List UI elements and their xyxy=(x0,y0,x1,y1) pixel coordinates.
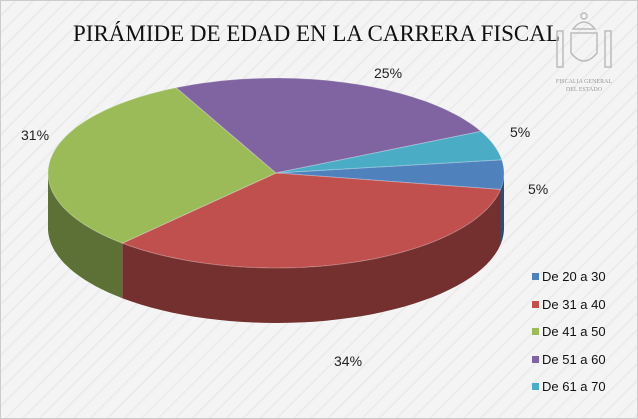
legend-item: De 41 a 50 xyxy=(532,318,606,346)
legend-item: De 51 a 60 xyxy=(532,346,606,374)
legend-swatch xyxy=(532,328,539,336)
pie-slice-de-20-a-30 xyxy=(275,159,505,191)
crest-icon xyxy=(556,12,612,68)
logo-line1: FISCALIA GENERAL xyxy=(555,79,613,85)
legend-label: De 31 a 40 xyxy=(542,296,606,312)
pie-slice-de-61-a-70 xyxy=(275,130,503,174)
coat-of-arms-logo: FISCALIA GENERAL DEL ESTADO xyxy=(549,11,619,99)
pie-side-1 xyxy=(122,189,501,323)
logo-line2: DEL ESTADO xyxy=(565,87,603,93)
legend-item: De 20 a 30 xyxy=(532,263,606,291)
pie-slice-de-31-a-40 xyxy=(120,172,502,269)
data-label-2: 31% xyxy=(21,127,50,143)
legend-label: De 41 a 50 xyxy=(542,324,606,340)
legend: De 20 a 30 De 31 a 40 De 41 a 50 De 51 a 60… xyxy=(532,263,606,401)
chart-title: PIRÁMIDE DE EDAD EN LA CARRERA FISCAL xyxy=(73,21,560,46)
legend-item: De 61 a 70 xyxy=(532,373,606,401)
pie-slice-de-51-a-60 xyxy=(174,77,483,174)
data-label-4: 5% xyxy=(510,124,531,140)
pie-side-2 xyxy=(48,173,123,299)
legend-swatch xyxy=(532,383,539,391)
legend-label: De 51 a 60 xyxy=(542,351,606,367)
data-label-1: 34% xyxy=(334,353,363,369)
data-label-3: 25% xyxy=(374,65,403,81)
pie-slice-de-41-a-50 xyxy=(47,87,277,244)
data-label-0: 5% xyxy=(528,181,549,197)
legend-label: De 20 a 30 xyxy=(542,269,606,285)
legend-swatch xyxy=(532,300,539,308)
legend-swatch xyxy=(532,273,539,281)
pie-side-0 xyxy=(500,173,504,245)
legend-swatch xyxy=(532,355,539,363)
legend-item: De 31 a 40 xyxy=(532,291,606,319)
legend-label: De 61 a 70 xyxy=(542,379,606,395)
